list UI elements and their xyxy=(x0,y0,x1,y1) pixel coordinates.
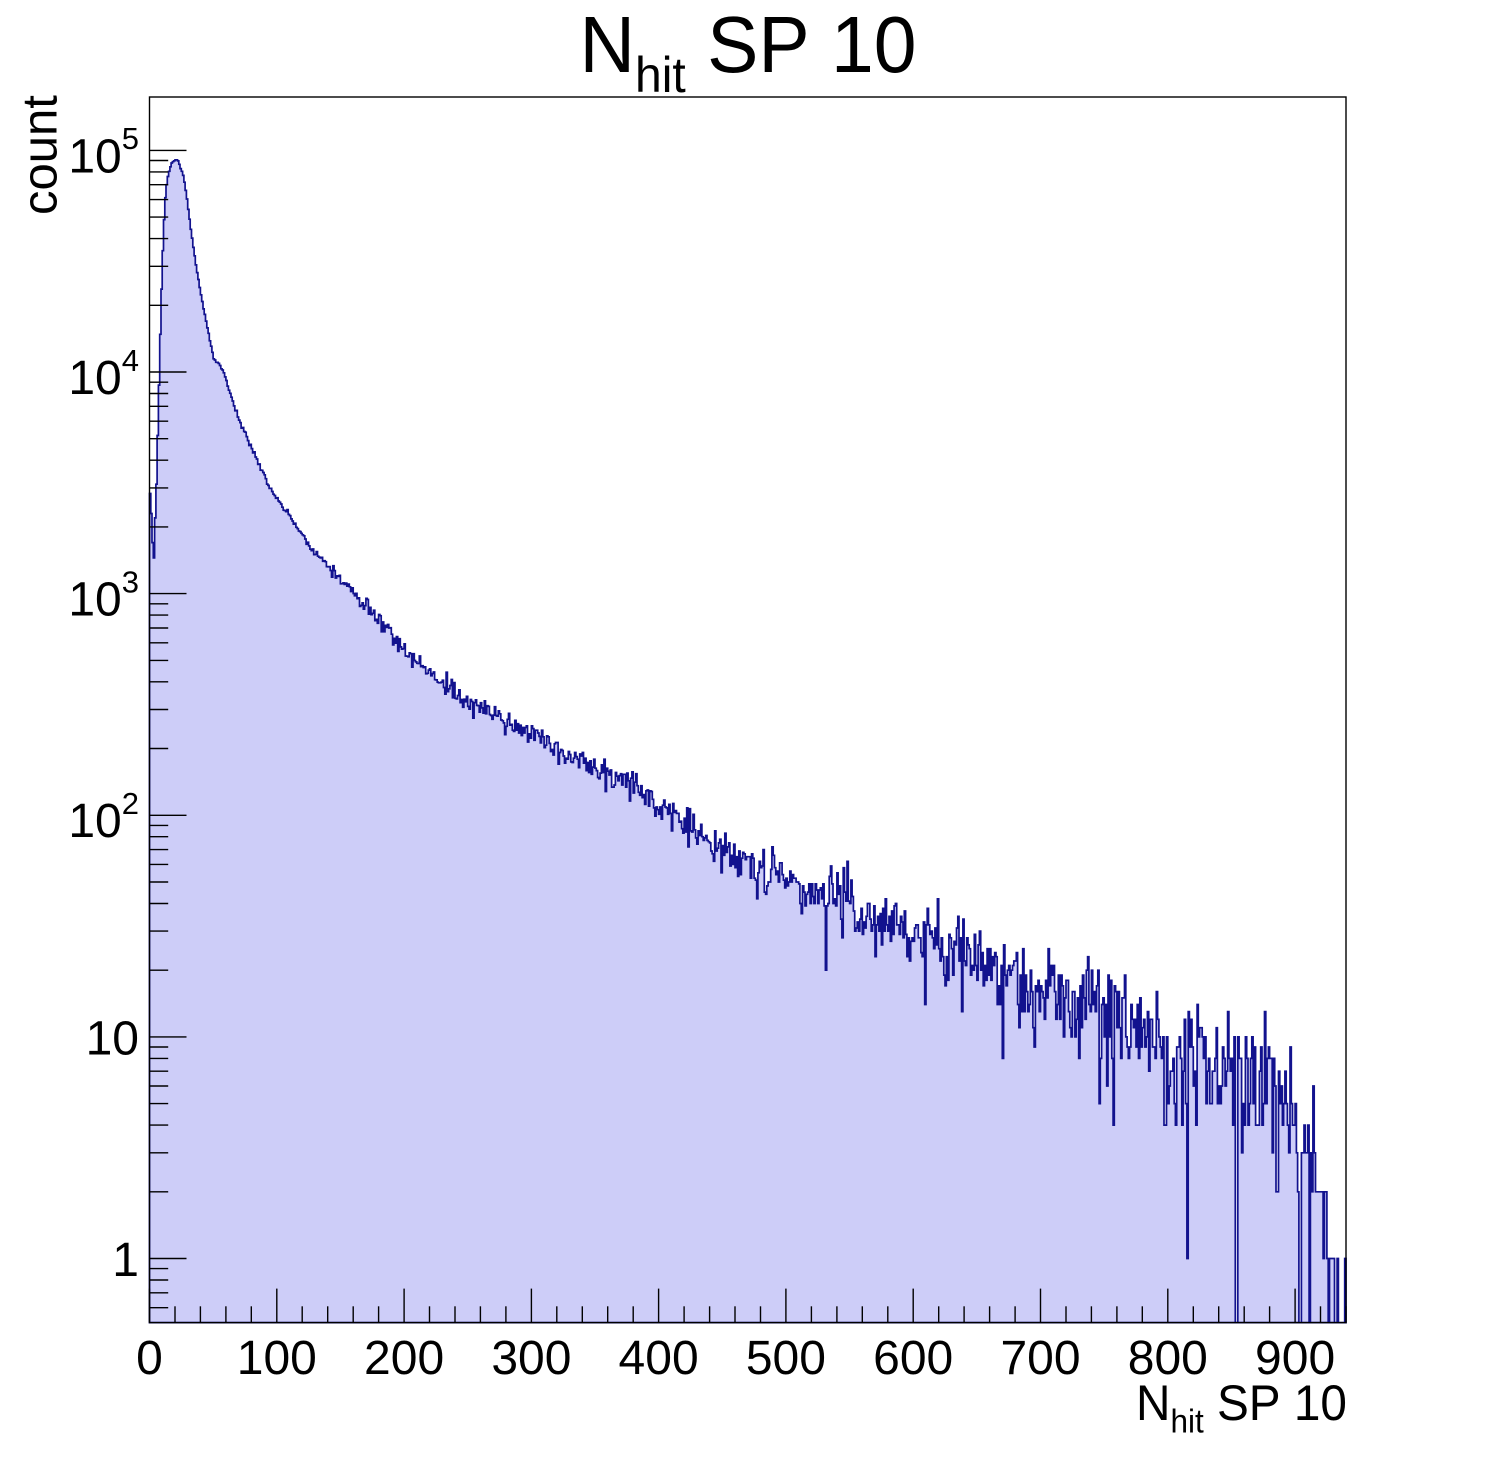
svg-text:400: 400 xyxy=(619,1332,699,1385)
svg-text:Nhit SP 10: Nhit SP 10 xyxy=(1136,1375,1347,1440)
svg-text:count: count xyxy=(14,95,68,215)
svg-text:104: 104 xyxy=(68,343,139,405)
svg-text:1: 1 xyxy=(112,1234,139,1287)
svg-text:300: 300 xyxy=(491,1332,571,1385)
svg-text:0: 0 xyxy=(136,1332,163,1385)
svg-text:10: 10 xyxy=(86,1012,139,1065)
svg-text:103: 103 xyxy=(68,564,139,626)
svg-text:200: 200 xyxy=(364,1332,444,1385)
svg-text:500: 500 xyxy=(746,1332,826,1385)
svg-text:102: 102 xyxy=(68,786,139,848)
svg-text:900: 900 xyxy=(1255,1332,1335,1385)
svg-text:105: 105 xyxy=(68,121,139,183)
svg-text:800: 800 xyxy=(1128,1332,1208,1385)
svg-text:100: 100 xyxy=(237,1332,317,1385)
svg-text:600: 600 xyxy=(873,1332,953,1385)
svg-text:700: 700 xyxy=(1000,1332,1080,1385)
svg-text:Nhit SP 10: Nhit SP 10 xyxy=(580,0,917,103)
